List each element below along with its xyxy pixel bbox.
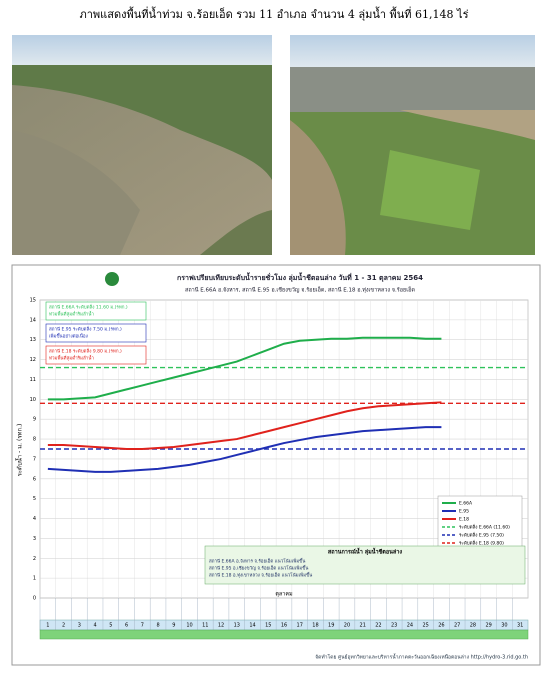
- status-title: สถานการณ์น้ำ ลุ่มน้ำชีตอนล่าง: [328, 547, 402, 556]
- y-tick-label: 1: [33, 576, 36, 582]
- y-tick-label: 3: [33, 536, 36, 542]
- annotation-box: [45, 301, 147, 321]
- x-tick-label: 7: [141, 623, 144, 629]
- chart-subtitle: สถานี E.66A อ.จังหาร, สถานี E.95 อ.เชียง…: [185, 286, 415, 294]
- legend-label: E.18: [459, 517, 469, 523]
- x-tick-label: 21: [360, 623, 366, 629]
- series-line: [47, 336, 442, 401]
- x-tick-label: 2: [62, 623, 65, 629]
- x-tick-label: 9: [172, 623, 175, 629]
- x-tick-label: 16: [281, 623, 287, 629]
- y-tick-label: 9: [33, 417, 36, 423]
- y-axis-label: ระดับน้ำ - ม. (รทก.): [14, 424, 24, 477]
- y-tick-label: 11: [30, 377, 36, 383]
- y-tick-label: 4: [33, 516, 36, 522]
- legend-box: [437, 495, 523, 551]
- x-tick-label: 3: [78, 623, 81, 629]
- status-line: สถานี E.95 อ.เชียงขวัญ จ.ร้อยเอ็ด แนวโน้…: [209, 564, 308, 572]
- y-tick-label: 5: [33, 496, 36, 502]
- x-tick-label: 23: [391, 623, 397, 629]
- y-tick-label: 2: [33, 556, 36, 562]
- annotation-title: สถานี E.18 ระดับตลิ่ง 9.80 ม.(รทก.): [49, 348, 122, 355]
- legend-label: ระดับตลิ่ง E.18 (9.80): [459, 540, 504, 547]
- x-tick-label: 29: [485, 623, 491, 629]
- legend-label: E.95: [459, 509, 469, 515]
- chart-footer: จัดทำโดย ศูนย์อุทกวิทยาและบริหารน้ำภาคตะ…: [315, 652, 528, 661]
- y-tick-label: 12: [30, 357, 36, 363]
- x-tick-label: 11: [202, 623, 208, 629]
- x-tick-label: 1: [46, 623, 49, 629]
- x-tick-label: 8: [156, 623, 159, 629]
- status-line: สถานี E.66A อ.จังหาร จ.ร้อยเอ็ด แนวโน้มเ…: [209, 557, 305, 565]
- y-tick-label: 10: [30, 397, 36, 403]
- x-tick-label: 19: [328, 623, 334, 629]
- x-tick-label: 15: [265, 623, 271, 629]
- x-axis-label: ตุลาคม: [275, 592, 293, 598]
- y-tick-label: 8: [33, 437, 36, 443]
- x-tick-label: 18: [312, 623, 318, 629]
- x-tick-label: 20: [344, 623, 350, 629]
- x-tick-label: 5: [109, 623, 112, 629]
- annotation-title: สถานี E.95 ระดับตลิ่ง 7.50 ม.(รทก.): [49, 326, 122, 333]
- x-tick-label: 17: [297, 623, 303, 629]
- annotation-title: สถานี E.66A ระดับตลิ่ง 11.60 ม.(รทก.): [49, 304, 128, 311]
- x-tick-label: 26: [438, 623, 444, 629]
- annotation-text: ท่วมพื้นที่ลุ่มต่ำริมลำน้ำ: [49, 311, 94, 318]
- annotation-box: [45, 323, 147, 343]
- x-tick-label: 4: [94, 623, 97, 629]
- x-tick-label: 27: [454, 623, 460, 629]
- x-tick-label: 22: [375, 623, 381, 629]
- annotation-text: ท่วมพื้นที่ลุ่มต่ำริมลำน้ำ: [49, 355, 94, 362]
- legend-label: E.66A: [459, 501, 473, 507]
- legend-label: ระดับตลิ่ง E.66A (11.60): [459, 524, 510, 531]
- series-line: [47, 426, 442, 473]
- y-tick-label: 14: [30, 317, 36, 323]
- photo-right: [290, 35, 535, 255]
- y-tick-label: 0: [33, 596, 36, 602]
- photo-left: [12, 35, 272, 255]
- emblem: [105, 272, 119, 286]
- y-tick-label: 6: [33, 476, 36, 482]
- x-tick-label: 30: [501, 623, 507, 629]
- y-tick-label: 13: [30, 337, 36, 343]
- month-row: [39, 629, 529, 640]
- x-tick-label: 28: [470, 623, 476, 629]
- x-tick-label: 13: [234, 623, 240, 629]
- annotation-box: [45, 345, 147, 365]
- x-tick-label: 14: [249, 623, 255, 629]
- series-line: [47, 401, 442, 450]
- x-tick-label: 24: [407, 623, 413, 629]
- y-tick-label: 15: [30, 298, 36, 304]
- x-tick-label: 25: [422, 623, 428, 629]
- x-tick-label: 10: [186, 623, 192, 629]
- y-tick-label: 7: [33, 456, 36, 462]
- annotation-text: เพิ่มขึ้นอย่างต่อเนื่อง: [49, 333, 88, 340]
- status-box: [204, 545, 526, 585]
- x-tick-label: 31: [517, 623, 523, 629]
- x-tick-label: 12: [218, 623, 224, 629]
- legend-label: ระดับตลิ่ง E.95 (7.50): [459, 532, 504, 539]
- status-line: สถานี E.18 อ.ทุ่งเขาหลวง จ.ร้อยเอ็ด แนวโ…: [209, 571, 312, 579]
- chart-title: กราฟเปรียบเทียบระดับน้ำรายชั่วโมง ลุ่มน้…: [177, 271, 423, 282]
- x-tick-label: 6: [125, 623, 128, 629]
- page-title: ภาพแสดงพื้นที่น้ำท่วม จ.ร้อยเอ็ด รวม 11 …: [80, 6, 469, 21]
